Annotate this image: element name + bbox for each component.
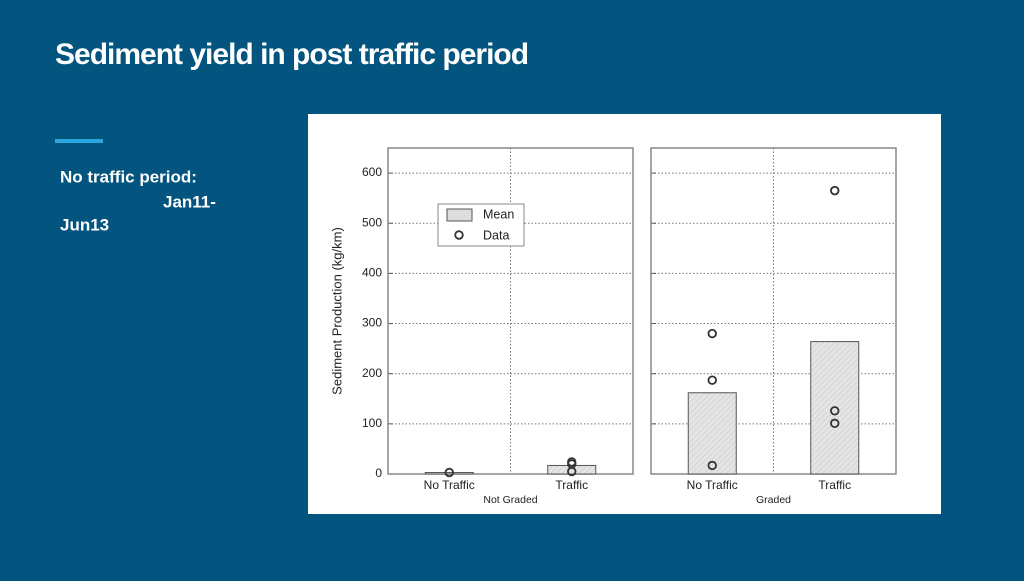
legend-label: Mean [483, 207, 514, 221]
bar [687, 392, 737, 475]
x-tick-label: Traffic [818, 478, 851, 492]
data-point [567, 466, 577, 477]
data-point [830, 185, 840, 196]
slide-title: Sediment yield in post traffic period [55, 38, 528, 71]
sidebar-text: Jan11- [163, 192, 216, 211]
legend-marker [454, 230, 464, 240]
legend-swatch [446, 208, 473, 222]
plot-frame [650, 147, 897, 475]
x-tick-label: No Traffic [687, 478, 738, 492]
data-point [444, 467, 454, 478]
plot-frame [387, 147, 634, 475]
accent-line [55, 139, 103, 143]
sidebar-text: Jun13 [60, 215, 109, 234]
x-tick-label: Traffic [555, 478, 588, 492]
legend-label: Data [483, 228, 509, 242]
x-axis-label: Not Graded [483, 494, 537, 506]
x-axis-label: Graded [756, 494, 791, 506]
y-tick-label: 600 [362, 165, 382, 179]
x-tick-label: No Traffic [424, 478, 475, 492]
y-axis-label: Sediment Production (kg/km) [329, 227, 344, 395]
y-tick-label: 0 [375, 466, 382, 480]
bar [547, 464, 597, 475]
y-tick-label: 500 [362, 215, 382, 229]
data-point [707, 460, 717, 471]
sidebar-text: No traffic period: [60, 167, 197, 186]
data-point [830, 418, 840, 429]
data-point [707, 328, 717, 339]
data-point [707, 375, 717, 385]
y-tick-label: 200 [362, 366, 382, 380]
y-tick-label: 400 [362, 266, 382, 280]
bar [424, 471, 474, 475]
y-tick-label: 100 [362, 416, 382, 430]
y-tick-label: 300 [362, 316, 382, 330]
data-point [830, 406, 840, 416]
